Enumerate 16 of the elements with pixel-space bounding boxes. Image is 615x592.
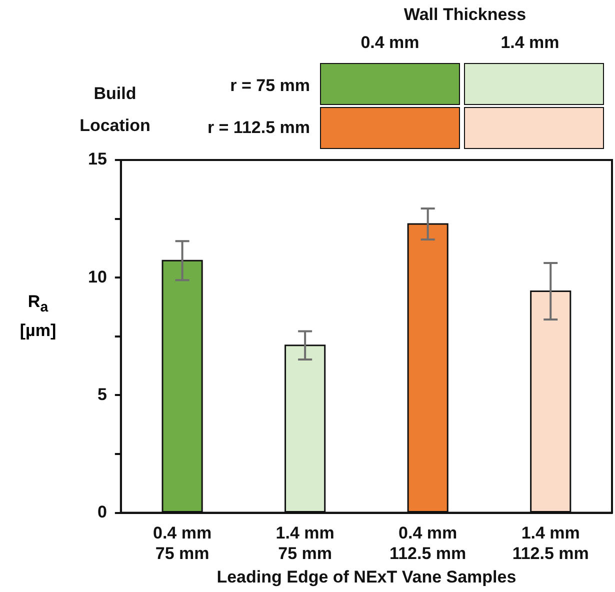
text: Build Location bbox=[78, 83, 152, 137]
text: r = 112.5 mm bbox=[206, 118, 310, 138]
x-tick-label: 0.4 mm 75 mm bbox=[153, 524, 212, 564]
x-tick-label: 1.4 mm 112.5 mm bbox=[512, 524, 589, 564]
x-axis-title: Leading Edge of NExT Vane Samples bbox=[216, 567, 516, 586]
y-tick-label: 0 bbox=[97, 502, 107, 522]
x-tick-label: 0.4 mm 112.5 mm bbox=[390, 524, 466, 564]
text: Wall Thickness bbox=[402, 5, 528, 25]
y-tick-label: 5 bbox=[97, 384, 107, 404]
y-tick-label: 15 bbox=[88, 150, 107, 169]
text: 0.4 mm bbox=[360, 33, 420, 53]
x-tick-label: 1.4 mm 75 mm bbox=[276, 524, 334, 564]
text: r = 75 mm bbox=[229, 76, 310, 96]
y-axis-title: R$_{a}$ [µm] bbox=[18, 291, 58, 342]
y-tick-label: 10 bbox=[88, 267, 107, 286]
text: 1.4 mm bbox=[500, 33, 560, 53]
